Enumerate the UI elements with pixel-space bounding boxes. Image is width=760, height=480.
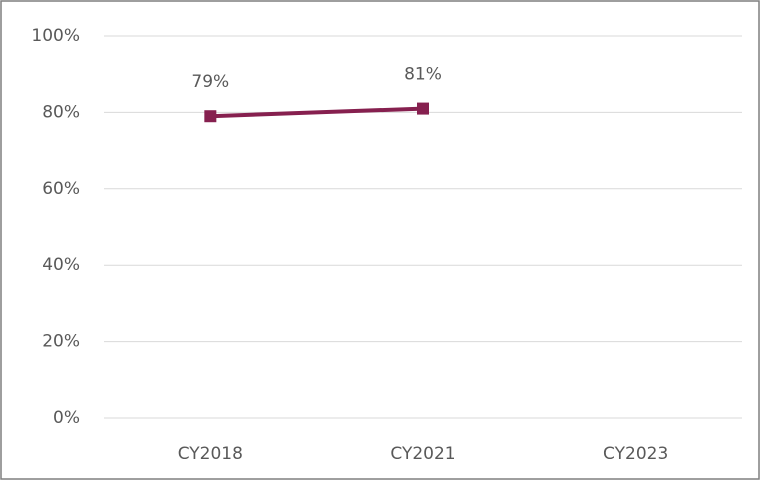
- y-tick-label: 40%: [42, 255, 80, 275]
- line-marker: [204, 110, 217, 123]
- data-label: 81%: [404, 65, 442, 85]
- y-tick-label: 100%: [31, 26, 80, 46]
- data-label: 79%: [191, 72, 229, 92]
- y-tick-label: 60%: [42, 179, 80, 199]
- x-tick-label: CY2023: [603, 444, 668, 464]
- x-tick-label: CY2021: [390, 444, 455, 464]
- y-tick-label: 80%: [42, 102, 80, 122]
- y-tick-label: 20%: [42, 332, 80, 352]
- line-marker: [417, 102, 429, 115]
- y-tick-label: 0%: [53, 408, 80, 428]
- x-tick-label: CY2018: [178, 444, 243, 464]
- series-line: [210, 106, 424, 119]
